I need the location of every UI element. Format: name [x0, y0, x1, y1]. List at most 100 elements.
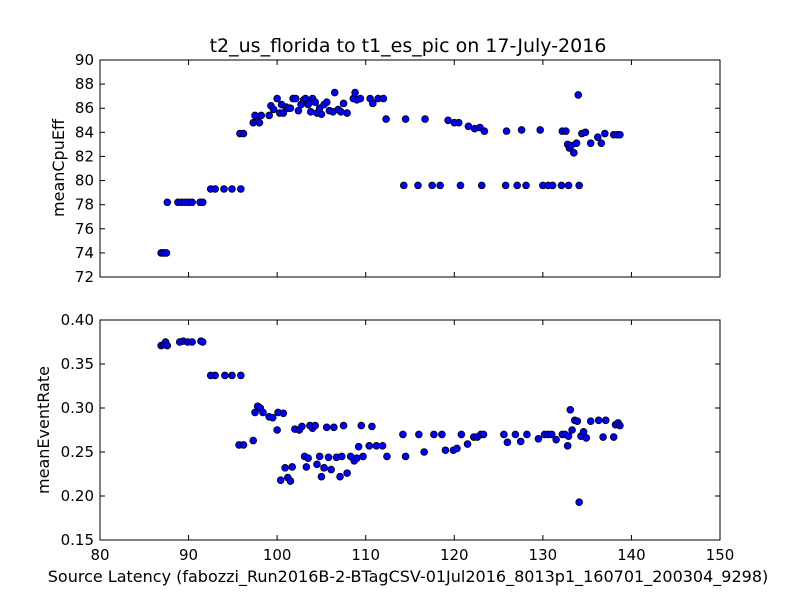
top-data-point [265, 111, 273, 120]
bottom-data-point [327, 465, 335, 474]
top-data-point [401, 115, 410, 123]
bottom-data-point [500, 430, 508, 439]
top-data-point [269, 105, 278, 114]
bottom-data-point [322, 423, 331, 432]
top-data-point [237, 185, 245, 193]
top-data-point [220, 185, 228, 193]
top-y-axis-label: meanCpuEff [49, 118, 68, 217]
bottom-data-point [438, 430, 446, 439]
bottom-data-point [594, 416, 603, 425]
bottom-data-point [399, 430, 407, 439]
bottom-data-point [337, 452, 346, 461]
top-data-point [601, 129, 609, 138]
bottom-data-point [511, 430, 520, 439]
bottom-data-point [228, 371, 236, 380]
bottom-data-point [547, 430, 556, 439]
top-y-tick-label: 82 [75, 147, 94, 165]
top-data-point [581, 128, 590, 137]
top-data-point [286, 104, 295, 113]
top-data-point [570, 149, 578, 157]
bottom-data-point [281, 464, 289, 472]
bottom-data-point [378, 442, 387, 450]
top-y-tick-label: 78 [75, 196, 94, 214]
chart-title: t2_us_florida to t1_es_pic on 17-July-20… [210, 35, 607, 57]
top-data-point [211, 185, 219, 193]
bottom-data-point [516, 437, 525, 446]
bottom-data-point [523, 430, 531, 439]
top-data-point [382, 115, 390, 123]
bottom-data-point [401, 452, 410, 461]
bottom-data-point [313, 460, 321, 469]
bottom-data-point [420, 448, 428, 456]
bottom-data-point [315, 452, 324, 461]
top-data-point [239, 129, 248, 138]
top-data-point [356, 94, 365, 103]
top-data-point [368, 99, 377, 108]
bottom-data-point [251, 408, 259, 417]
bottom-data-point [324, 453, 333, 462]
x-axis-label: Source Latency (fabozzi_Run2016B-2-BTagC… [48, 567, 769, 587]
top-data-point [548, 181, 557, 190]
top-data-point [162, 249, 171, 257]
bottom-plot-frame [99, 319, 721, 541]
bottom-data-point [286, 477, 295, 485]
top-data-point [501, 181, 510, 190]
bottom-data-point [503, 438, 512, 447]
bottom-data-point [368, 422, 376, 431]
top-data-point [597, 139, 606, 147]
bottom-y-tick-label: 0.35 [61, 355, 94, 373]
bottom-axes: 0.15 0.20 0.25 0.30 0.35 0.40 80 90 100 110 120 13… [34, 311, 768, 587]
top-data-point [198, 198, 207, 207]
bottom-data-point [330, 423, 338, 432]
top-data-point [255, 118, 264, 127]
bottom-data-point [575, 498, 583, 506]
top-data-point [456, 181, 465, 190]
top-data-point [273, 94, 281, 103]
bottom-data-point [563, 442, 572, 450]
bottom-data-point [453, 444, 461, 453]
top-data-point [454, 118, 463, 127]
top-data-point [616, 130, 624, 139]
bottom-data-point [415, 430, 423, 439]
top-y-tick-label: 88 [75, 75, 94, 93]
bottom-y-ticks: 0.15 0.20 0.25 0.30 0.35 0.40 [61, 311, 720, 549]
bottom-data-point [343, 469, 351, 477]
bottom-x-tick-label: 120 [440, 546, 469, 564]
top-data-point [330, 88, 339, 97]
bottom-data-point [163, 341, 172, 350]
bottom-x-tick-label: 130 [529, 546, 558, 564]
top-data-point [477, 181, 486, 190]
top-data-point [536, 126, 544, 134]
bottom-data-point [354, 442, 363, 451]
bottom-x-ticks: 80 90 100 110 120 130 140 150 [90, 320, 734, 564]
bottom-data-point [616, 421, 624, 430]
bottom-x-tick-label: 140 [617, 546, 646, 564]
top-data-point [414, 181, 422, 190]
bottom-data-point [288, 463, 297, 471]
bottom-x-tick-label: 90 [179, 546, 198, 564]
top-y-tick-label: 72 [75, 268, 94, 286]
bottom-data-point [430, 430, 438, 439]
bottom-data-point [339, 421, 348, 430]
top-data-point [306, 108, 315, 116]
bottom-data-point [237, 371, 245, 380]
bottom-data-point [317, 472, 326, 481]
top-data-point [291, 94, 300, 103]
bottom-data-point [276, 476, 285, 484]
top-data-point [513, 181, 521, 190]
bottom-data-point [566, 405, 575, 414]
top-data-point [593, 133, 602, 141]
bottom-data-point [249, 436, 258, 445]
top-data-point [339, 99, 348, 108]
bottom-data-point [479, 430, 488, 439]
bottom-data-point [259, 408, 267, 417]
top-data-point [444, 116, 452, 125]
bottom-data-point [311, 421, 320, 430]
top-data-point [502, 127, 511, 135]
bottom-data-point [304, 454, 312, 462]
top-data-point [257, 111, 266, 120]
top-data-point [480, 127, 489, 135]
bottom-data-point [372, 442, 381, 450]
